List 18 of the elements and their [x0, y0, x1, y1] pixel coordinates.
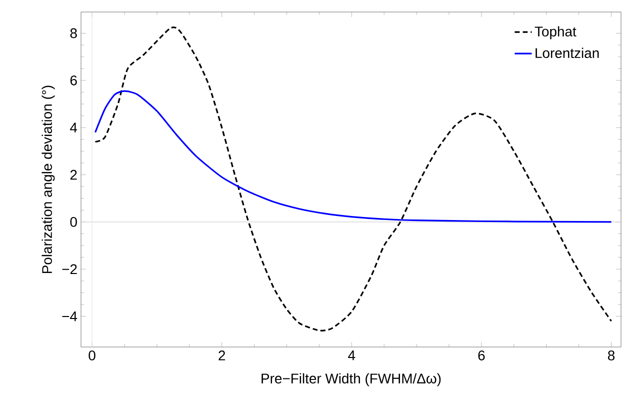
y-tick-label: 0 — [70, 217, 77, 227]
x-tick-label: 6 — [478, 350, 485, 360]
y-tick-label: 4 — [70, 122, 78, 132]
x-tick-label: 4 — [348, 350, 356, 360]
x-tick-label: 2 — [218, 350, 226, 360]
y-tick-label: −2 — [62, 264, 77, 274]
legend-label: Lorentzian — [536, 48, 599, 58]
y-tick-label: 8 — [70, 28, 77, 38]
legend-label: Tophat — [534, 26, 576, 40]
x-tick-label: 8 — [608, 350, 615, 360]
y-tick-label: −4 — [62, 312, 78, 322]
x-axis-title: Pre−Filter Width (FWHM/Δω) — [262, 373, 441, 386]
y-axis-title: Polarization angle deviation (°) — [42, 86, 55, 274]
y-tick-label: 2 — [70, 170, 77, 180]
line-series — [94, 28, 612, 332]
line-series — [94, 90, 612, 223]
y-tick-label: 6 — [70, 75, 77, 86]
x-tick-label: 0 — [88, 350, 96, 360]
